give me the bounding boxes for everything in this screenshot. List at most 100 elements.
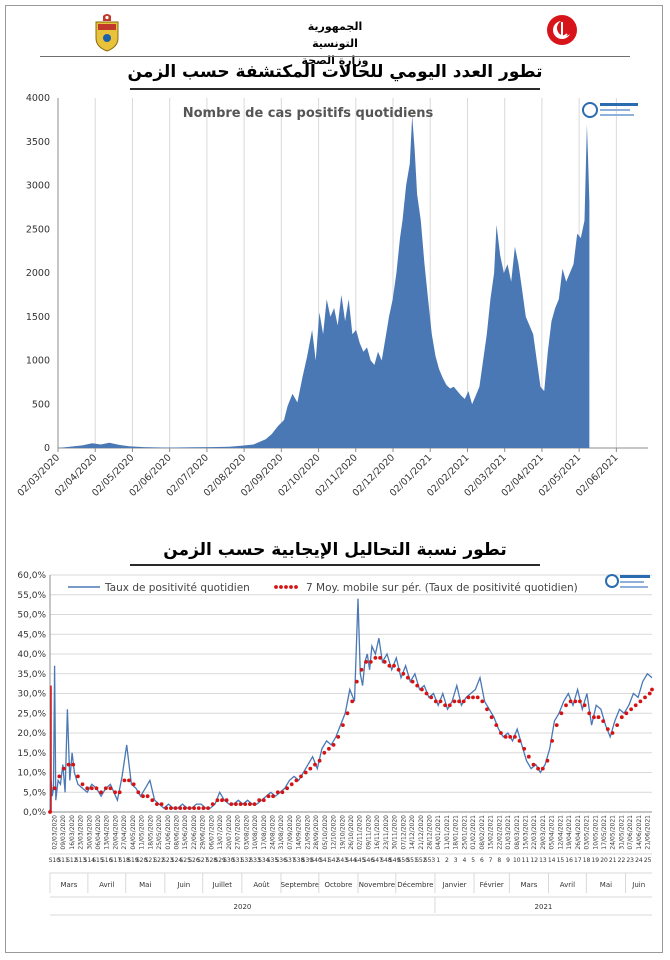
- x-date-label: 18/01/2021: [453, 815, 460, 850]
- moving-average-point: [415, 683, 420, 688]
- logo-bar-icon: [600, 109, 630, 111]
- moving-average-point: [596, 715, 601, 720]
- moving-average-point: [457, 699, 461, 704]
- year-label: 2020: [234, 903, 252, 911]
- week-number-label: S26: [188, 857, 200, 864]
- ministry-line-1: الجمهورية التونسية: [307, 20, 363, 50]
- x-date-label: 20/04/2020: [112, 815, 119, 850]
- moving-average-point: [392, 663, 396, 668]
- month-label: Janvier: [441, 881, 466, 889]
- moving-average-point: [76, 774, 80, 779]
- moving-average-point: [234, 802, 238, 806]
- moving-average-point: [587, 711, 592, 716]
- moving-average-point: [350, 699, 355, 704]
- week-number-label: S20: [136, 857, 148, 864]
- x-date-label: 17/05/2021: [601, 815, 608, 850]
- moving-average-point: [443, 703, 447, 708]
- y-tick-label: 3500: [26, 137, 50, 148]
- week-number-label: 14: [548, 857, 556, 864]
- month-label: Juin: [176, 881, 190, 889]
- week-number-label: S19: [127, 857, 139, 864]
- x-date-label: 24/08/2020: [269, 815, 276, 850]
- moving-average-point: [559, 711, 564, 716]
- moving-average-point: [229, 802, 234, 806]
- x-date-label: 01/06/2020: [165, 815, 172, 850]
- moving-average-point: [280, 790, 285, 795]
- x-date-label: 11/05/2020: [139, 815, 146, 850]
- x-date-label: 22/03/2021: [531, 815, 538, 850]
- week-number-label: S45: [354, 857, 366, 864]
- moving-average-point: [643, 695, 647, 700]
- month-label: Février: [480, 881, 504, 889]
- y-tick-label: 5,0%: [23, 788, 46, 798]
- moving-average-point: [624, 711, 629, 716]
- week-number-label: S34: [258, 857, 270, 864]
- ministry-header: الجمهورية التونسية وزارة الصحة: [0, 0, 670, 67]
- week-number-label: S50: [398, 857, 410, 864]
- moving-average-point: [164, 806, 169, 810]
- y-tick-label: 30,0%: [17, 690, 46, 700]
- x-date-label: 01/03/2021: [505, 815, 512, 850]
- week-number-label: S21: [145, 857, 157, 864]
- week-number-label: S35: [267, 857, 279, 864]
- moving-average-point: [420, 687, 424, 692]
- x-date-label: 14/12/2020: [409, 815, 416, 850]
- x-date-label: 20/07/2020: [226, 815, 233, 850]
- moving-average-point: [526, 754, 531, 759]
- x-date-label: 04/01/2021: [435, 815, 442, 850]
- x-date-label: 30/03/2020: [86, 815, 93, 850]
- moving-average-point: [57, 774, 62, 779]
- moving-average-point: [317, 758, 322, 763]
- x-date-label: 19/10/2020: [339, 815, 346, 850]
- week-number-label: S43: [337, 857, 349, 864]
- moving-average-point: [568, 699, 573, 704]
- chart2-heading: تطور نسبة التحاليل الإيجابية حسب الزمن: [163, 540, 507, 560]
- legend-dot-swatch: [274, 585, 278, 589]
- x-date-label: 22/02/2021: [496, 815, 503, 850]
- moving-average-point: [578, 699, 582, 704]
- moving-average-point: [410, 679, 415, 684]
- moving-average-point: [466, 695, 471, 700]
- x-date-label: 21/12/2020: [418, 815, 425, 850]
- y-tick-label: 55,0%: [17, 591, 46, 601]
- moving-average-point: [461, 699, 466, 704]
- x-date-label: 25/05/2020: [156, 815, 163, 850]
- y-tick-label: 60,0%: [17, 571, 46, 581]
- week-number-label: S52: [415, 857, 427, 864]
- week-number-label: S15: [92, 857, 104, 864]
- moving-average-point: [303, 770, 308, 775]
- x-date-label: 08/02/2021: [479, 815, 486, 850]
- moving-average-point: [113, 790, 117, 795]
- moving-average-point: [313, 762, 317, 767]
- x-date-label: 23/11/2020: [383, 815, 390, 850]
- week-number-label: S24: [171, 857, 183, 864]
- week-number-label: S18: [118, 857, 130, 864]
- week-number-label: S30: [223, 857, 235, 864]
- x-date-label: 07/06/2021: [627, 815, 634, 850]
- daily-positivity-line: [49, 598, 653, 813]
- x-date-label: 26/04/2021: [575, 815, 582, 850]
- legend-label-moving-average: 7 Moy. mobile sur pér. (Taux de positivi…: [306, 582, 578, 594]
- moving-average-point: [633, 703, 638, 708]
- x-date-label: 06/07/2020: [208, 815, 215, 850]
- x-date-label: 03/05/2021: [584, 815, 591, 850]
- moving-average-point: [192, 806, 197, 810]
- moving-average-point: [141, 794, 145, 799]
- week-number-label: S28: [206, 857, 218, 864]
- y-tick-label: 3000: [26, 181, 50, 192]
- moving-average-point: [382, 660, 387, 664]
- week-number-label: S49: [389, 857, 401, 864]
- logo-ring-icon: [582, 102, 598, 118]
- x-date-label: 10/08/2020: [252, 815, 259, 850]
- moving-average-point: [573, 699, 578, 704]
- moving-average-point: [322, 750, 327, 755]
- week-number-label: 17: [574, 857, 582, 864]
- moving-average-point: [629, 707, 633, 712]
- week-number-label: 23: [626, 857, 634, 864]
- y-tick-label: 500: [32, 399, 50, 410]
- x-date-label: 30/11/2020: [392, 815, 399, 850]
- week-number-label: 24: [635, 857, 643, 864]
- moving-average-point: [294, 778, 299, 783]
- moving-average-point: [605, 727, 610, 731]
- week-number-label: S42: [328, 857, 340, 864]
